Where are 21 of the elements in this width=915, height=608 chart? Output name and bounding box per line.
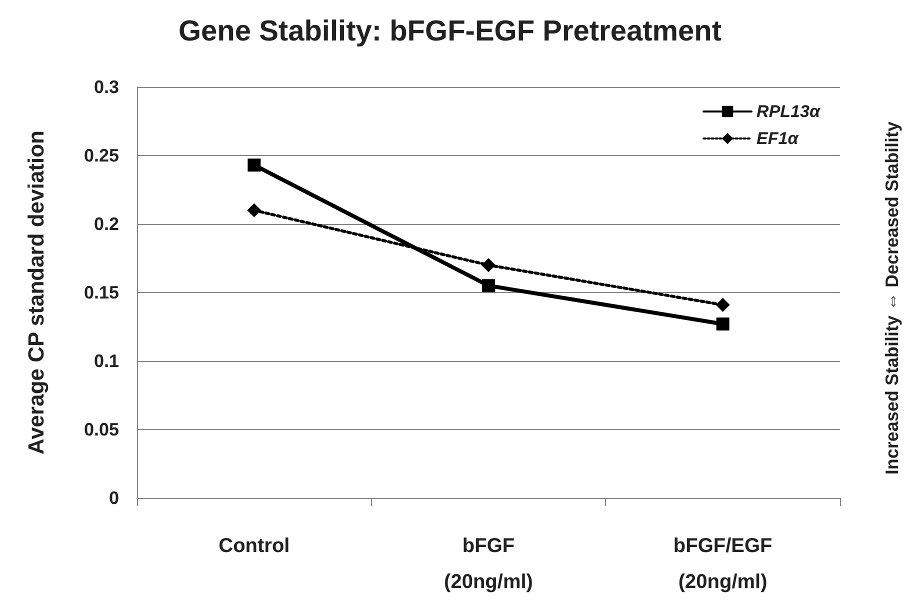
legend-label: EF1α [756,129,800,148]
point [716,298,730,312]
point [247,203,262,218]
y-tick-label: 0.25 [84,146,119,166]
chart-title: Gene Stability: bFGF-EGF Pretreatment [178,16,722,48]
y-tick-label: 0.15 [84,282,119,302]
point [248,158,261,172]
y-tick-label: 0.3 [94,77,119,97]
x-tick-label: bFGF/EGF (20ng/ml) [673,535,772,593]
y-tick-label: 0.2 [94,214,119,234]
y-tick-label: 0 [108,488,119,508]
point [482,279,495,292]
point [716,318,730,331]
point [482,258,496,272]
y2-axis-title: Increased Stability ⇔ Decreased Stability [882,121,902,475]
y-axis-title: Average CP standard deviation [24,130,48,454]
y-tick-label: 0.05 [84,420,119,440]
y-tick-label: 0.1 [94,351,119,371]
x-tick-label: Control [218,535,290,557]
x-tick-label: bFGF (20ng/ml) [444,535,533,593]
legend-label: RPL13α [756,102,822,121]
